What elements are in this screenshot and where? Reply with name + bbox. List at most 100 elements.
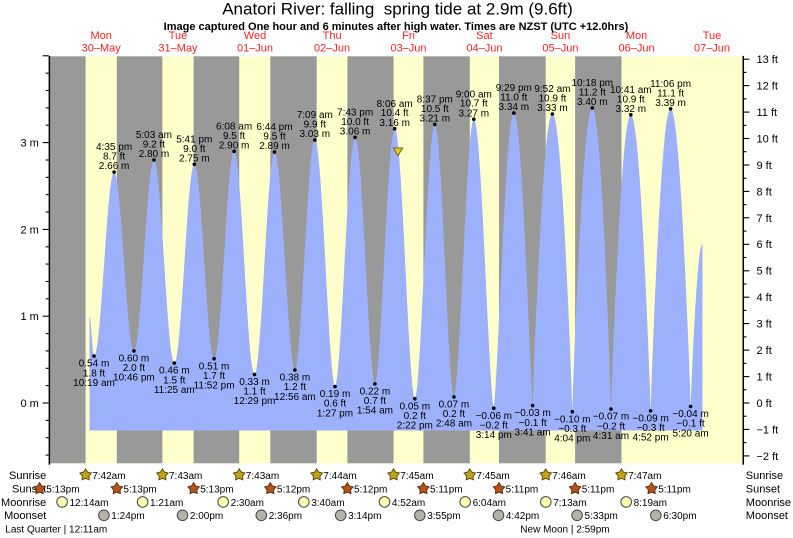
svg-text:2.90 m: 2.90 m [219,140,250,151]
svg-text:5:11pm: 5:11pm [658,485,691,496]
svg-text:4:31 am: 4:31 am [593,431,629,442]
svg-text:3.16 m: 3.16 m [379,118,410,129]
svg-text:0.51 m: 0.51 m [199,361,230,372]
svg-text:3.40 m: 3.40 m [577,97,608,108]
svg-text:7:43am: 7:43am [246,471,279,482]
svg-text:30–May: 30–May [82,42,122,54]
svg-text:5:12pm: 5:12pm [354,485,387,496]
svg-text:11:52 pm: 11:52 pm [194,381,235,392]
svg-text:−0.09 m: −0.09 m [632,413,668,424]
svg-text:2.75 m: 2.75 m [179,153,210,164]
svg-text:3.27 m: 3.27 m [459,108,490,119]
svg-text:3:14pm: 3:14pm [348,511,381,522]
svg-text:9:29 pm: 9:29 pm [496,83,532,94]
svg-text:−0.3 ft: −0.3 ft [558,424,586,435]
svg-text:4 ft: 4 ft [757,292,772,304]
svg-text:7:47am: 7:47am [628,471,661,482]
svg-text:Sunrise: Sunrise [746,470,783,482]
svg-text:2:30am: 2:30am [231,498,264,509]
svg-text:Moonrise: Moonrise [1,497,46,509]
svg-text:−0.04 m: −0.04 m [672,409,708,420]
svg-text:Moonset: Moonset [4,510,46,522]
svg-text:−0.07 m: −0.07 m [593,412,629,423]
svg-text:−0.03 m: −0.03 m [514,408,550,419]
svg-text:7:44am: 7:44am [323,471,356,482]
svg-text:9.2 ft: 9.2 ft [143,140,165,151]
svg-text:4:04 pm: 4:04 pm [554,434,590,445]
svg-text:7:42am: 7:42am [92,471,125,482]
svg-text:3.32 m: 3.32 m [616,104,647,115]
svg-text:7:43am: 7:43am [169,471,202,482]
svg-text:0.54 m: 0.54 m [79,359,110,370]
svg-text:0.2 ft: 0.2 ft [404,411,426,422]
svg-text:9:52 am: 9:52 am [534,84,570,95]
svg-text:3:41 am: 3:41 am [515,427,551,438]
svg-text:3.06 m: 3.06 m [340,127,371,138]
svg-text:2.89 m: 2.89 m [259,141,290,152]
svg-text:1.5 ft: 1.5 ft [163,375,185,386]
svg-text:5 ft: 5 ft [757,266,772,278]
svg-text:01–Jun: 01–Jun [237,42,273,54]
svg-text:1 ft: 1 ft [757,371,772,383]
svg-text:Thu: Thu [323,30,342,42]
svg-text:0 m: 0 m [20,398,38,410]
svg-text:5:41 pm: 5:41 pm [176,134,212,145]
svg-text:10.0 ft: 10.0 ft [341,117,369,128]
svg-text:10:18 pm: 10:18 pm [571,78,613,89]
svg-text:3.21 m: 3.21 m [420,114,451,125]
svg-text:−0.2 ft: −0.2 ft [597,421,625,432]
svg-text:2:36pm: 2:36pm [269,511,302,522]
svg-text:1.8 ft: 1.8 ft [83,368,105,379]
svg-text:03–Jun: 03–Jun [390,42,426,54]
svg-text:0.38 m: 0.38 m [280,373,311,384]
svg-text:10.7 ft: 10.7 ft [460,99,488,110]
svg-text:4:42pm: 4:42pm [506,511,539,522]
svg-text:7:43 pm: 7:43 pm [337,108,373,119]
svg-text:3.34 m: 3.34 m [499,102,530,113]
svg-text:1:54 am: 1:54 am [357,406,393,417]
svg-text:2:00pm: 2:00pm [190,511,223,522]
svg-text:5:11pm: 5:11pm [430,485,463,496]
svg-text:12:14am: 12:14am [70,498,109,509]
svg-text:13 ft: 13 ft [757,54,778,66]
svg-text:2.80 m: 2.80 m [139,149,170,160]
svg-text:−0.1 ft: −0.1 ft [677,419,705,430]
svg-text:0.7 ft: 0.7 ft [364,396,386,407]
svg-text:5:11pm: 5:11pm [506,485,539,496]
svg-text:5:13pm: 5:13pm [46,485,79,496]
svg-text:0 ft: 0 ft [757,398,772,410]
svg-text:−1 ft: −1 ft [757,424,779,436]
svg-text:31–May: 31–May [158,42,198,54]
svg-text:10.9 ft: 10.9 ft [617,94,645,105]
svg-text:11:06 pm: 11:06 pm [650,79,691,90]
svg-text:3:14 pm: 3:14 pm [476,430,512,441]
svg-text:0.46 m: 0.46 m [159,366,190,377]
svg-text:9.5 ft: 9.5 ft [223,131,245,142]
svg-text:3 ft: 3 ft [757,319,772,331]
svg-text:2 m: 2 m [20,224,38,236]
svg-text:Tue: Tue [703,30,722,42]
svg-text:11.0 ft: 11.0 ft [500,93,527,104]
svg-text:3.03 m: 3.03 m [300,129,331,140]
svg-text:New Moon | 2:59pm: New Moon | 2:59pm [520,524,609,535]
svg-text:5:20 am: 5:20 am [673,428,709,439]
svg-text:2 ft: 2 ft [757,345,772,357]
svg-text:02–Jun: 02–Jun [314,42,350,54]
svg-text:2.0 ft: 2.0 ft [123,363,145,374]
svg-text:2:48 am: 2:48 am [436,419,472,430]
svg-text:Moonset: Moonset [746,510,788,522]
svg-text:7:09 am: 7:09 am [297,110,333,121]
svg-text:Last Quarter | 12:11am: Last Quarter | 12:11am [5,524,107,535]
svg-text:3:40am: 3:40am [311,498,344,509]
svg-text:6:44 pm: 6:44 pm [256,122,292,133]
svg-text:04–Jun: 04–Jun [466,42,502,54]
svg-text:1:24pm: 1:24pm [111,511,144,522]
svg-text:0.22 m: 0.22 m [360,387,391,398]
svg-text:7:13am: 7:13am [553,498,586,509]
svg-text:11 ft: 11 ft [757,107,778,119]
svg-text:05–Jun: 05–Jun [542,42,578,54]
svg-text:11.2 ft: 11.2 ft [579,87,606,98]
svg-text:8 ft: 8 ft [757,186,772,198]
svg-text:3.33 m: 3.33 m [537,103,568,114]
svg-text:10:19 am: 10:19 am [73,378,115,389]
